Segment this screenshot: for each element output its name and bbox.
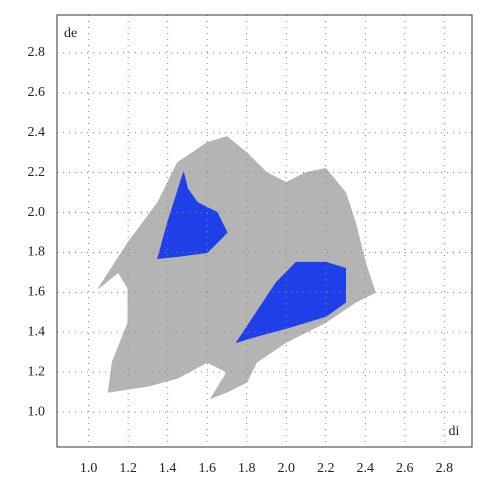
x-tick-label: 1.8 [238,461,256,476]
y-tick-label: 2.4 [28,125,46,140]
x-tick-label: 1.4 [159,461,177,476]
x-axis-label: di [449,424,460,439]
x-tick-label: 1.2 [119,461,137,476]
y-tick-label: 2.0 [28,205,46,220]
x-tick-label: 2.0 [277,461,295,476]
x-tick-label: 2.4 [357,461,375,476]
y-tick-label: 1.4 [28,324,46,339]
plot-frame [56,14,473,448]
y-axis-label: de [64,26,77,41]
x-tick-label: 2.2 [317,461,335,476]
y-tick-label: 1.6 [28,285,46,300]
x-tick-label: 1.6 [198,461,216,476]
y-tick-label: 2.2 [28,165,46,180]
fingerprint-region [98,136,376,400]
y-tick-label: 1.8 [28,245,46,260]
y-tick-label: 2.8 [28,45,46,60]
y-tick-label: 1.0 [28,404,46,419]
x-tick-label: 1.0 [80,461,98,476]
y-tick-label: 2.6 [28,85,46,100]
x-tick-label: 2.6 [396,461,414,476]
y-tick-label: 1.2 [28,364,46,379]
x-tick-label: 2.8 [436,461,454,476]
contact-region [235,261,346,344]
